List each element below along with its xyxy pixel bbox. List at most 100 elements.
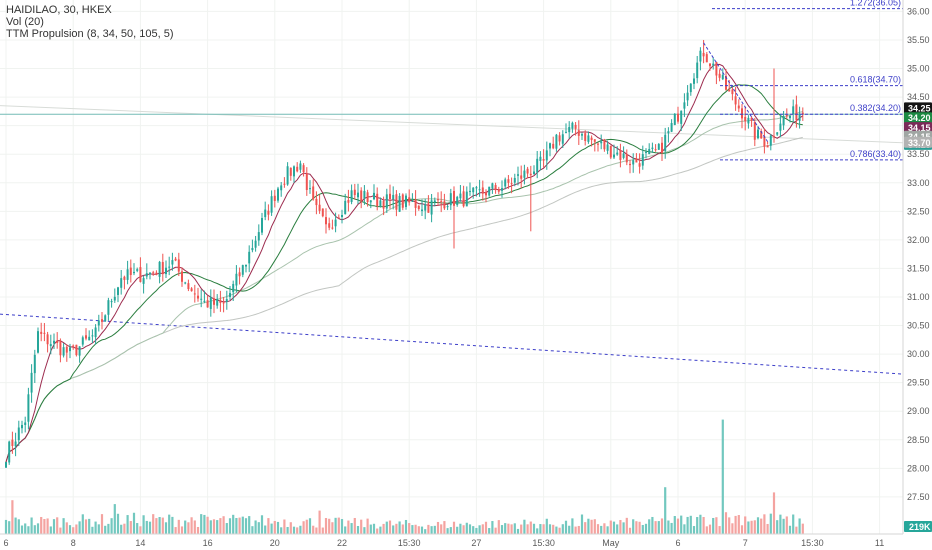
candle-body <box>37 331 39 353</box>
candle-body <box>203 300 206 302</box>
volume-bar <box>625 517 628 534</box>
volume-bar <box>40 516 43 534</box>
candle-body <box>693 78 695 84</box>
price-tag-label: 33.70 <box>908 138 931 148</box>
volume-bar <box>744 516 747 534</box>
legend-ttm-propulsion[interactable]: TTM Propulsion (8, 34, 50, 105, 5) <box>6 28 174 40</box>
candle-body <box>545 150 548 161</box>
candle-body <box>504 179 507 187</box>
time-tick-label: 15:30 <box>398 538 421 548</box>
volume-bar <box>651 516 654 534</box>
candle-body <box>750 117 753 121</box>
ma-105-line <box>5 136 803 463</box>
candle-body <box>712 63 715 66</box>
volume-bar <box>715 517 718 534</box>
volume-bar <box>289 522 292 534</box>
candle-body <box>747 117 750 124</box>
candle-body <box>446 206 449 208</box>
volume-bar <box>561 524 564 534</box>
volume-bar <box>264 525 267 534</box>
volume-bar <box>648 519 651 534</box>
candle-body <box>440 200 443 202</box>
candle-body <box>763 136 766 147</box>
volume-bar <box>228 518 232 534</box>
candle-body <box>741 108 743 119</box>
volume-bar <box>88 518 91 534</box>
volume-bar <box>206 516 209 534</box>
candle-body <box>584 133 587 141</box>
candle-body <box>798 113 801 121</box>
candle-body <box>523 170 526 178</box>
candle-body <box>677 113 679 122</box>
candle-body <box>46 334 49 345</box>
volume-bar <box>155 518 158 534</box>
volume-bar <box>507 523 510 534</box>
candle-body <box>616 152 619 155</box>
volume-bar <box>616 524 619 534</box>
price-tick-label: 36.00 <box>907 6 930 16</box>
candle-body <box>123 276 126 280</box>
fib-level-label: 0.382(34.20) <box>850 103 901 113</box>
volume-bar <box>340 519 344 534</box>
volume-bar <box>65 522 68 534</box>
candle-body <box>465 191 468 207</box>
candle-body <box>574 124 577 129</box>
candle-body <box>430 200 433 215</box>
volume-bar <box>766 523 769 534</box>
volume-bar <box>472 526 475 534</box>
time-tick-label: 6 <box>675 538 680 548</box>
candle-body <box>728 89 731 92</box>
candle-body <box>744 116 747 122</box>
volume-bar <box>497 520 500 534</box>
candle-body <box>56 341 59 343</box>
volume-bar <box>564 520 568 534</box>
candle-body <box>254 240 257 248</box>
candle-body <box>190 288 193 292</box>
candle-body <box>673 114 676 125</box>
candle-body <box>558 135 561 142</box>
volume-bar <box>628 527 632 534</box>
candle-body <box>181 271 183 282</box>
candle-body <box>277 188 279 201</box>
candle-body <box>184 282 187 284</box>
time-tick-label: 16 <box>203 538 213 548</box>
legend-volume[interactable]: Vol (20) <box>6 16 44 28</box>
price-tag <box>904 102 932 114</box>
candle-body <box>293 166 295 177</box>
volume-bar <box>536 528 539 534</box>
candle-body <box>347 199 350 203</box>
candle-body <box>568 127 571 133</box>
candle-body <box>686 92 689 101</box>
volume-bar <box>193 520 196 534</box>
legend-symbol[interactable]: HAIDILAO, 30, HKEX <box>6 4 112 16</box>
candle-body <box>795 104 798 121</box>
candle-body <box>766 145 769 148</box>
volume-bar <box>212 519 216 534</box>
candle-body <box>657 144 660 150</box>
volume-bar <box>20 525 24 534</box>
candle-body <box>91 335 94 337</box>
volume-bar <box>574 526 577 534</box>
trend-line-upper <box>0 105 904 144</box>
volume-bar <box>702 517 705 534</box>
volume-bar <box>337 517 340 534</box>
candle-body <box>81 337 84 345</box>
volume-bar <box>728 517 731 534</box>
volume-bar <box>244 518 248 534</box>
candle-body <box>171 260 174 265</box>
candle-body <box>334 219 337 227</box>
volume-bar <box>251 526 254 534</box>
volume-bar <box>436 521 440 534</box>
volume-bar <box>232 514 235 534</box>
candle-body <box>757 129 759 139</box>
volume-bar <box>676 518 680 534</box>
candle-body <box>78 346 81 356</box>
candle-body <box>680 110 683 124</box>
candle-body <box>129 267 132 276</box>
volume-bar <box>795 526 798 534</box>
candle-body <box>510 183 513 185</box>
price-tick-label: 35.50 <box>907 35 930 45</box>
volume-bar <box>299 525 302 534</box>
candle-body <box>715 62 718 76</box>
